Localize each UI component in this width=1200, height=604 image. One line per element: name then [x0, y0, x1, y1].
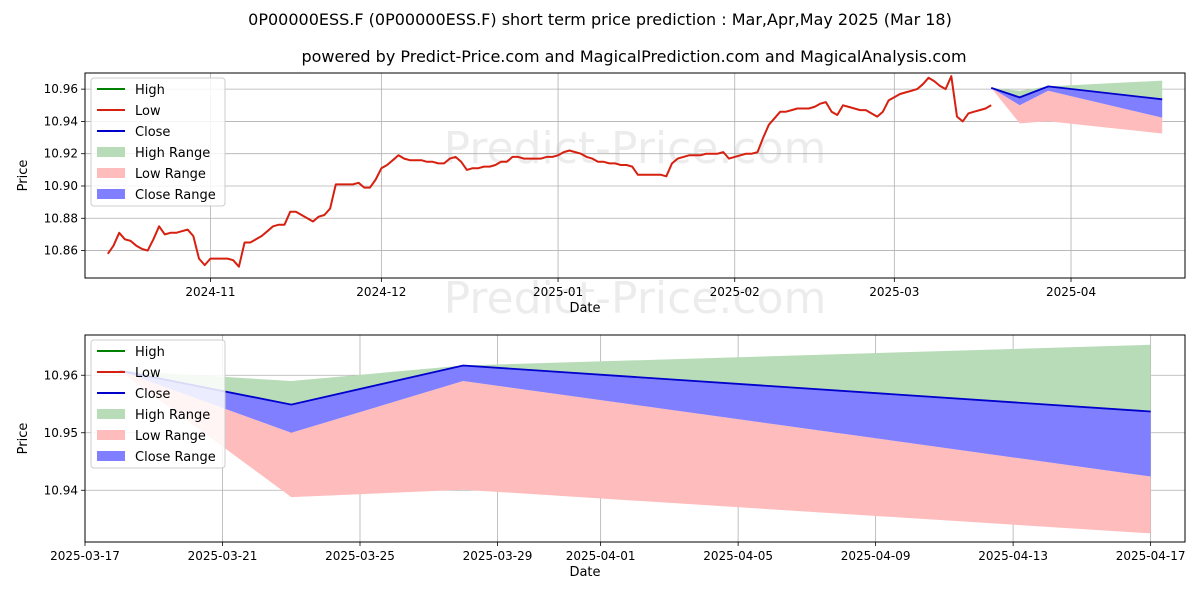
y-tick-label: 10.95 [44, 426, 78, 440]
y-tick-label: 10.94 [44, 483, 78, 497]
legend-label: Close Range [135, 450, 216, 465]
high-range-band [119, 344, 1151, 412]
legend: High Low Close High Range Low Range Close Ran… [90, 77, 226, 207]
high-range-band [991, 80, 1163, 100]
x-tick-label: 2025-03-29 [463, 549, 533, 563]
x-tick-label: 2025-02 [710, 285, 760, 299]
watermark: Predict-Price.com [444, 273, 827, 324]
x-tick-label: 2024-11 [185, 285, 235, 299]
legend-label: High [135, 345, 165, 360]
x-tick-label: 2024-12 [356, 285, 406, 299]
low-range-band [119, 370, 1151, 534]
legend-label: Low Range [135, 167, 206, 182]
legend-label: Close Range [135, 188, 216, 203]
x-tick-label: 2025-04-09 [841, 549, 911, 563]
low-range-band [991, 87, 1163, 134]
forecast-panel: Predict-Price.comPredict-Price.com2025-0… [16, 334, 1186, 580]
y-tick-label: 10.94 [44, 114, 78, 128]
y-tick-label: 10.96 [44, 368, 78, 382]
legend-patch-swatch [97, 409, 125, 419]
legend-label: High [135, 83, 165, 98]
legend: High Low Close High Range Low Range Close Ran… [90, 339, 226, 469]
legend-label: High Range [135, 408, 210, 423]
x-tick-label: 2025-03-17 [50, 549, 120, 563]
y-tick-label: 10.86 [44, 244, 78, 258]
x-axis-label: Date [569, 565, 600, 580]
y-tick-label: 10.90 [44, 179, 78, 193]
legend-label: Low Range [135, 429, 206, 444]
x-tick-label: 2025-03 [869, 285, 919, 299]
x-tick-label: 2025-01 [533, 285, 583, 299]
legend-label: Close [135, 125, 170, 140]
y-tick-label: 10.88 [44, 211, 78, 225]
x-tick-label: 2025-04-05 [703, 549, 773, 563]
y-axis-label: Price [16, 423, 31, 455]
x-tick-label: 2025-03-25 [325, 549, 395, 563]
legend-patch-swatch [97, 430, 125, 440]
legend-patch-swatch [97, 147, 125, 157]
watermark: Predict-Price.com [444, 123, 827, 174]
y-axis-label: Price [16, 160, 31, 192]
legend-label: Low [135, 366, 161, 381]
x-tick-label: 2025-04-13 [978, 549, 1048, 563]
plot-frame [84, 334, 1186, 543]
legend-patch-swatch [97, 168, 125, 178]
y-tick-label: 10.96 [44, 82, 78, 96]
legend-patch-swatch [97, 451, 125, 461]
plot-frame [84, 72, 1186, 279]
history-panel: Predict-Price.com Predict-Price.com 2024-1… [16, 72, 1186, 324]
y-tick-label: 10.92 [44, 147, 78, 161]
chart-subtitle: powered by Predict-Price.com and Magical… [301, 47, 966, 66]
close-range-band [991, 86, 1163, 118]
legend-label: Low [135, 104, 161, 119]
x-tick-label: 2025-04-17 [1116, 549, 1186, 563]
x-tick-label: 2025-04 [1046, 285, 1096, 299]
close-forecast-line [990, 85, 1163, 101]
legend-patch-swatch [97, 189, 125, 199]
x-tick-label: 2025-04-01 [566, 549, 636, 563]
x-tick-label: 2025-03-21 [188, 549, 258, 563]
low-price-line [106, 75, 992, 268]
x-axis-label: Date [569, 301, 600, 316]
legend-label: Close [135, 387, 170, 402]
legend-label: High Range [135, 146, 210, 161]
chart-title: 0P00000ESS.F (0P00000ESS.F) short term p… [248, 10, 952, 29]
close-range-band [119, 365, 1151, 477]
